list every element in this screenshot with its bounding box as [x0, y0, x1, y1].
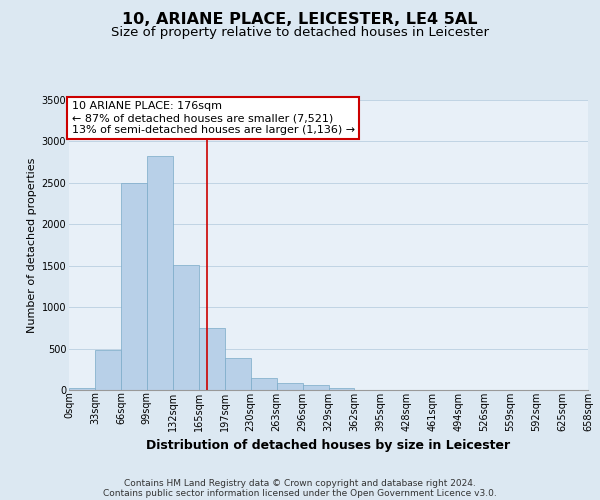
- Text: Size of property relative to detached houses in Leicester: Size of property relative to detached ho…: [111, 26, 489, 39]
- Bar: [95, 350, 121, 390]
- Bar: [277, 384, 302, 390]
- Bar: [199, 328, 224, 390]
- Bar: [173, 265, 199, 390]
- Bar: [302, 386, 329, 390]
- Text: 10, ARIANE PLACE, LEICESTER, LE4 5AL: 10, ARIANE PLACE, LEICESTER, LE4 5AL: [122, 12, 478, 28]
- Bar: [147, 156, 173, 390]
- Bar: [69, 388, 95, 390]
- Bar: [224, 358, 251, 390]
- Y-axis label: Number of detached properties: Number of detached properties: [28, 158, 37, 332]
- Text: Contains HM Land Registry data © Crown copyright and database right 2024.: Contains HM Land Registry data © Crown c…: [124, 478, 476, 488]
- Bar: [251, 378, 277, 390]
- Bar: [329, 388, 355, 390]
- X-axis label: Distribution of detached houses by size in Leicester: Distribution of detached houses by size …: [146, 439, 511, 452]
- Text: 10 ARIANE PLACE: 176sqm
← 87% of detached houses are smaller (7,521)
13% of semi: 10 ARIANE PLACE: 176sqm ← 87% of detache…: [71, 102, 355, 134]
- Bar: [121, 183, 147, 390]
- Text: Contains public sector information licensed under the Open Government Licence v3: Contains public sector information licen…: [103, 488, 497, 498]
